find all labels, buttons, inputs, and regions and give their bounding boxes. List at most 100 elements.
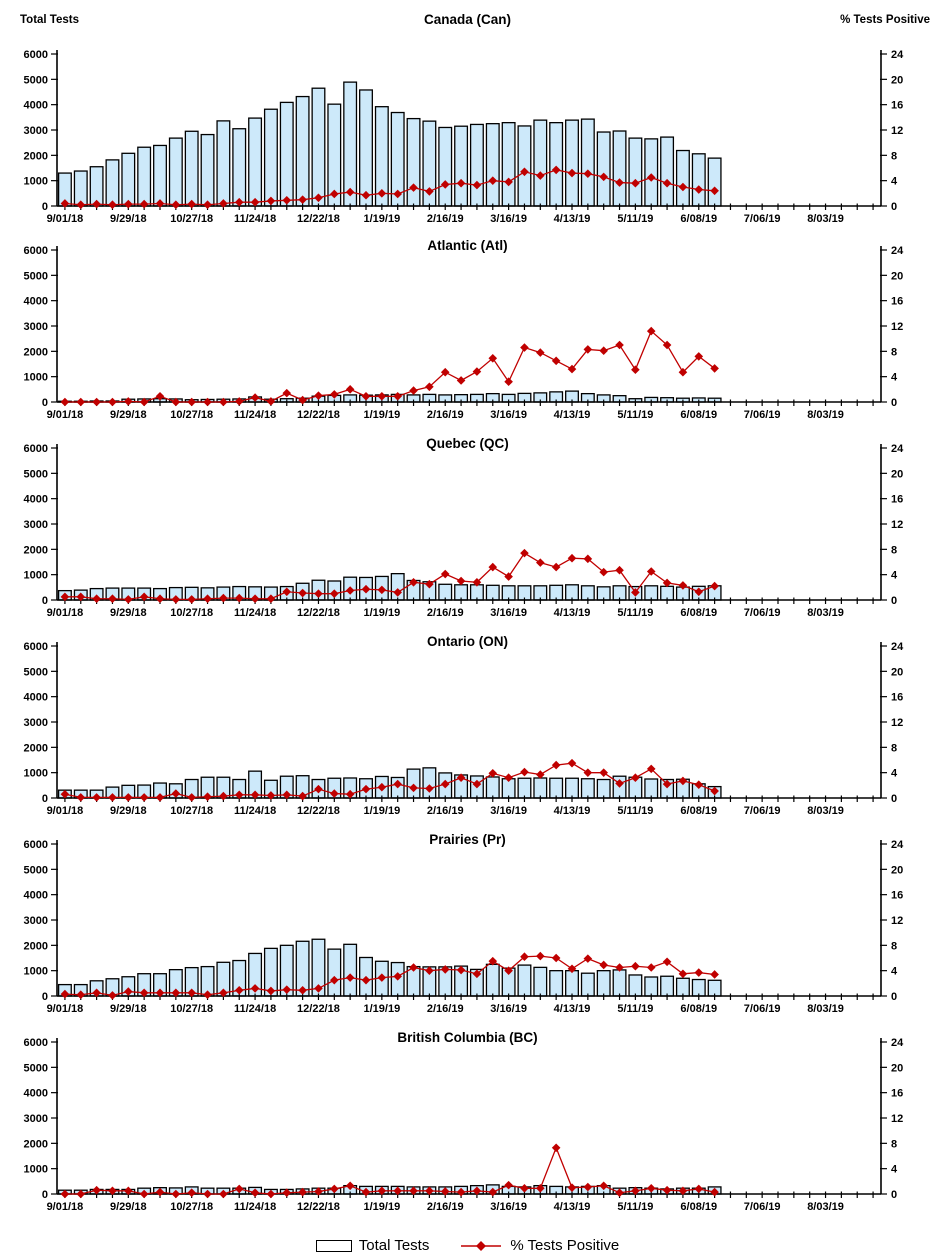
svg-text:3000: 3000 xyxy=(24,321,48,333)
svg-text:9/01/18: 9/01/18 xyxy=(47,607,84,619)
svg-text:3000: 3000 xyxy=(24,1113,48,1125)
svg-text:16: 16 xyxy=(891,494,903,506)
svg-text:5000: 5000 xyxy=(24,74,48,86)
svg-text:6/08/19: 6/08/19 xyxy=(680,607,717,619)
svg-text:24: 24 xyxy=(891,443,904,455)
svg-text:0: 0 xyxy=(42,595,48,607)
svg-text:0: 0 xyxy=(891,991,897,1003)
svg-text:6000: 6000 xyxy=(24,49,48,61)
svg-text:7/06/19: 7/06/19 xyxy=(744,805,781,817)
svg-text:7/06/19: 7/06/19 xyxy=(744,213,781,225)
svg-text:16: 16 xyxy=(891,692,903,704)
svg-text:5000: 5000 xyxy=(24,666,48,678)
chart-panel-quebec: Quebec (QC) 0 1000 2000 3000 4000 5000 6000 0 4 8… xyxy=(0,434,935,632)
chart-legend: Total Tests % Tests Positive xyxy=(0,1226,935,1257)
svg-text:12: 12 xyxy=(891,915,903,927)
chart-title-quebec: Quebec (QC) xyxy=(426,436,509,451)
svg-text:1000: 1000 xyxy=(24,966,48,978)
svg-text:8: 8 xyxy=(891,742,897,754)
svg-text:1000: 1000 xyxy=(24,176,48,188)
legend-item-pct-positive: % Tests Positive xyxy=(459,1237,619,1254)
top-header-row: Total Tests Canada (Can) % Tests Positiv… xyxy=(0,0,935,36)
chart-atlantic: 0 1000 2000 3000 4000 5000 6000 0 4 8 12 16 20 24 9/01… xyxy=(24,245,905,421)
chart-quebec: 0 1000 2000 3000 4000 5000 6000 0 4 8 12 16 20 24 9/01… xyxy=(24,443,905,619)
svg-text:1000: 1000 xyxy=(24,1164,48,1176)
svg-text:24: 24 xyxy=(891,641,904,653)
svg-text:10/27/18: 10/27/18 xyxy=(170,1201,213,1213)
svg-text:9/01/18: 9/01/18 xyxy=(47,213,84,225)
svg-text:0: 0 xyxy=(891,1189,897,1201)
svg-text:6000: 6000 xyxy=(24,245,48,257)
svg-text:5/11/19: 5/11/19 xyxy=(617,213,653,225)
svg-text:24: 24 xyxy=(891,839,904,851)
svg-text:2000: 2000 xyxy=(24,346,48,358)
svg-text:0: 0 xyxy=(42,397,48,409)
svg-text:2000: 2000 xyxy=(24,150,48,162)
svg-text:8: 8 xyxy=(891,544,897,556)
svg-text:1000: 1000 xyxy=(24,372,48,384)
svg-text:16: 16 xyxy=(891,890,903,902)
chart-british-columbia: 0 1000 2000 3000 4000 5000 6000 0 4 8 12 16 20 24 9/01… xyxy=(24,1037,905,1213)
chart-panel-british-columbia: British Columbia (BC) 0 1000 2000 3000 4000 5… xyxy=(0,1028,935,1226)
svg-text:9/01/18: 9/01/18 xyxy=(47,1201,84,1213)
svg-text:20: 20 xyxy=(891,270,903,282)
svg-text:7/06/19: 7/06/19 xyxy=(744,607,781,619)
svg-text:10/27/18: 10/27/18 xyxy=(170,607,213,619)
chart-title-prairies: Prairies (Pr) xyxy=(429,832,506,847)
svg-text:20: 20 xyxy=(891,666,903,678)
svg-text:4/13/19: 4/13/19 xyxy=(554,607,591,619)
svg-text:12: 12 xyxy=(891,519,903,531)
svg-text:10/27/18: 10/27/18 xyxy=(170,213,213,225)
svg-text:0: 0 xyxy=(891,793,897,805)
svg-text:12/22/18: 12/22/18 xyxy=(297,1003,340,1015)
svg-text:7/06/19: 7/06/19 xyxy=(744,1003,781,1015)
svg-text:3/16/19: 3/16/19 xyxy=(490,805,527,817)
svg-text:10/27/18: 10/27/18 xyxy=(170,1003,213,1015)
svg-text:11/24/18: 11/24/18 xyxy=(234,409,276,421)
svg-text:4000: 4000 xyxy=(24,100,48,112)
svg-text:20: 20 xyxy=(891,864,903,876)
svg-text:1000: 1000 xyxy=(24,570,48,582)
svg-text:2000: 2000 xyxy=(24,742,48,754)
svg-text:4/13/19: 4/13/19 xyxy=(554,1201,591,1213)
svg-text:20: 20 xyxy=(891,1062,903,1074)
svg-text:6/08/19: 6/08/19 xyxy=(680,409,717,421)
svg-text:0: 0 xyxy=(42,1189,48,1201)
svg-text:8: 8 xyxy=(891,346,897,358)
chart-panel-prairies: Prairies (Pr) 0 1000 2000 3000 4000 5000 6000 0… xyxy=(0,830,935,1028)
right-axis-title: % Tests Positive xyxy=(840,14,930,26)
chart-panel-atlantic: Atlantic (Atl) 0 1000 2000 3000 4000 5000 6000… xyxy=(0,236,935,434)
svg-text:3/16/19: 3/16/19 xyxy=(490,409,527,421)
svg-text:4000: 4000 xyxy=(24,1088,48,1100)
svg-text:4: 4 xyxy=(891,372,898,384)
svg-text:8/03/19: 8/03/19 xyxy=(807,1003,844,1015)
svg-text:3000: 3000 xyxy=(24,519,48,531)
svg-text:1000: 1000 xyxy=(24,768,48,780)
svg-text:0: 0 xyxy=(42,793,48,805)
svg-text:16: 16 xyxy=(891,100,903,112)
chart-title-canada: Canada (Can) xyxy=(423,12,511,27)
svg-text:0: 0 xyxy=(42,201,48,213)
svg-text:4: 4 xyxy=(891,768,898,780)
svg-text:8/03/19: 8/03/19 xyxy=(807,1201,844,1213)
svg-text:8/03/19: 8/03/19 xyxy=(807,607,844,619)
svg-text:12/22/18: 12/22/18 xyxy=(297,409,340,421)
svg-text:3000: 3000 xyxy=(24,915,48,927)
svg-text:0: 0 xyxy=(891,397,897,409)
svg-text:4/13/19: 4/13/19 xyxy=(554,213,591,225)
svg-text:5000: 5000 xyxy=(24,1062,48,1074)
svg-text:8: 8 xyxy=(891,150,897,162)
svg-text:4/13/19: 4/13/19 xyxy=(554,1003,591,1015)
svg-text:9/29/18: 9/29/18 xyxy=(110,213,147,225)
chart-prairies: 0 1000 2000 3000 4000 5000 6000 0 4 8 12 16 20 24 9/01… xyxy=(24,839,905,1015)
svg-text:3000: 3000 xyxy=(24,125,48,137)
svg-text:4000: 4000 xyxy=(24,692,48,704)
svg-text:5000: 5000 xyxy=(24,864,48,876)
legend-item-total-tests: Total Tests xyxy=(315,1237,429,1254)
svg-text:5/11/19: 5/11/19 xyxy=(617,607,653,619)
svg-text:4/13/19: 4/13/19 xyxy=(554,805,591,817)
legend-label-pct-positive: % Tests Positive xyxy=(510,1237,620,1254)
svg-text:5/11/19: 5/11/19 xyxy=(617,805,653,817)
svg-text:6/08/19: 6/08/19 xyxy=(680,1003,717,1015)
